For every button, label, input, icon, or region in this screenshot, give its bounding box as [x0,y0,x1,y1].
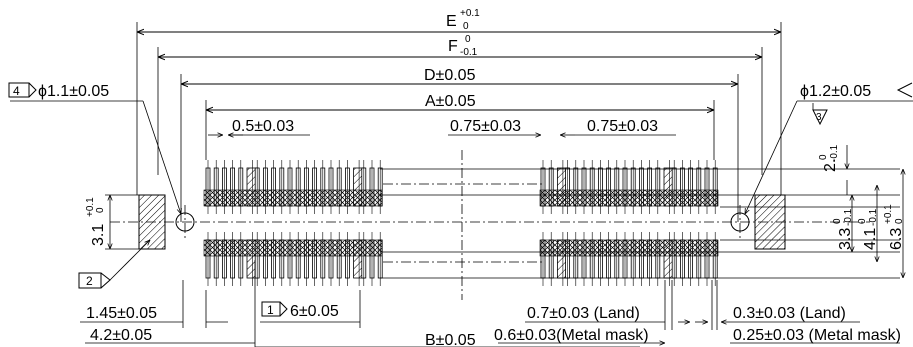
dim-2-right: 2. 0 -0.1 [818,144,847,195]
mask-band-top-left [203,189,383,207]
dim-4.1-lower: -0.1 [868,208,879,226]
dim-3.1-main: 3.1 [90,224,107,246]
callout-hole-right: ϕ1.2±0.05 [745,82,913,214]
dim-2-upper: 0 [818,154,829,160]
flag-2-tag: 2 [86,274,93,288]
dim-6-tag: 1 [267,303,274,317]
flag-3: 3 [812,103,828,126]
dim-3.1-lower: 0 [95,207,106,213]
dim-3.1-upper: +0.1 [85,197,96,217]
dim-E-label: E [446,13,457,30]
dim-3.3-upper: 0 [832,218,843,224]
dim-3.1-left: 3.1 +0.1 0 [85,194,139,250]
right-boss-pad [754,194,786,250]
dim-pitch-0.75-right: 0.75±0.03 [575,118,676,136]
dim-6.3-main: 6.3 [888,228,905,250]
pad-row-top-left [205,160,383,214]
left-boss-pad [138,194,166,250]
dim-pitch-0.5-label: 0.5±0.03 [232,118,294,135]
dim-1.45: 1.45±0.05 [80,280,228,328]
dim-B: B±0.05 [255,332,640,347]
dim-D: D±0.05 [180,67,739,222]
dim-land-left: 0.7±0.03 (Land) 0.6±0.03(Metal mask) [494,280,690,344]
dim-E: E +0.1 0 [136,8,782,195]
dim-4.1-right: 4.1 0 -0.1 [857,185,879,262]
dim-D-label: D±0.05 [424,67,476,84]
dim-3.3-right: 3.3 0 -0.1 [832,195,854,252]
dim-A-label: A±0.05 [425,93,476,110]
dim-pitch-0.75-right-label: 0.75±0.03 [587,118,658,135]
dim-4.2-label: 4.2±0.05 [90,327,152,344]
dim-4.1-upper: 0 [857,218,868,224]
flag-3-tag: 3 [816,112,822,123]
dim-pitch-0.5: 0.5±0.03 [208,118,310,135]
dim-6.3-right: 6.3 +0.1 0 [883,169,905,278]
dim-6.3-lower: 0 [894,218,905,224]
dim-B-label: B±0.05 [425,332,476,347]
dim-4.1-main: 4.1 [862,228,879,250]
dim-F-lower: -0.1 [460,47,478,58]
flag-2: 2 [78,240,150,289]
callout-hole-right-label: ϕ1.2±0.05 [800,83,871,100]
dim-6.3-upper: +0.1 [883,204,894,224]
mask-band-bottom-right [539,239,719,257]
dim-4.2: 4.2±0.05 [85,260,256,347]
callout-hole-left-label: ϕ1.1±0.05 [38,83,109,100]
dim-land-right: 0.3±0.03 (Land) 0.25±0.03 (Metal mask) [695,280,901,344]
dim-pitch-0.75-left: 0.75±0.03 [448,118,575,135]
dim-6-label: 6±0.05 [290,303,339,320]
left-hole [175,212,195,232]
dim-3.3-main: 3.3 [837,228,854,250]
dim-6: 1 6±0.05 [260,290,361,328]
dim-2-main: 2. [822,159,839,172]
dim-F-label: F [448,38,458,55]
dim-pitch-0.75-left-label: 0.75±0.03 [450,118,521,135]
dim-F-upper: 0 [465,34,471,45]
dim-mask-right-label: 0.25±0.03 (Metal mask) [733,327,901,344]
dim-F: F 0 -0.1 [157,34,763,175]
dim-1.45-label: 1.45±0.05 [86,305,157,322]
dim-mask-left-label: 0.6±0.03(Metal mask) [494,327,649,344]
dim-E-upper: +0.1 [460,8,480,19]
dim-land-left-label: 0.7±0.03 (Land) [527,305,640,322]
dim-land-right-label: 0.3±0.03 (Land) [733,305,846,322]
mask-band-top-right [539,189,719,207]
callout-hole-left: 4 ϕ1.1±0.05 [8,82,181,214]
callout-hole-left-tag: 4 [13,84,20,98]
dim-3.3-lower: -0.1 [843,208,854,226]
dim-2-lower: -0.1 [829,144,840,162]
dim-A: A±0.05 [205,93,715,160]
right-hole [730,212,750,232]
mask-band-bottom-left [203,239,383,257]
dim-E-lower: 0 [463,21,469,32]
